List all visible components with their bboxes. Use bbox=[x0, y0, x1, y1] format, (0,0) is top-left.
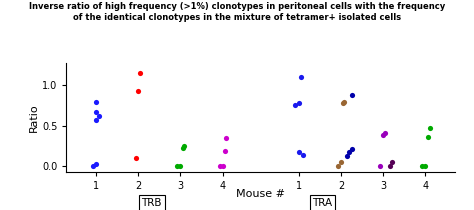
Point bbox=[92, 100, 100, 103]
Point bbox=[137, 72, 144, 75]
Point bbox=[173, 164, 181, 167]
Point bbox=[337, 160, 345, 163]
Point bbox=[348, 93, 356, 97]
Point bbox=[132, 156, 140, 159]
Point bbox=[388, 160, 395, 163]
Point bbox=[299, 154, 307, 157]
Point bbox=[92, 118, 100, 122]
Point bbox=[382, 131, 389, 135]
Point bbox=[424, 135, 431, 139]
Text: TRA: TRA bbox=[312, 198, 332, 208]
Point bbox=[344, 155, 351, 158]
Point bbox=[221, 150, 228, 153]
Point bbox=[216, 164, 224, 167]
Point bbox=[386, 164, 393, 167]
Point bbox=[92, 163, 100, 166]
Point bbox=[135, 89, 142, 93]
Point bbox=[426, 126, 434, 130]
Point bbox=[177, 164, 184, 167]
Text: Mouse #: Mouse # bbox=[236, 189, 285, 199]
Point bbox=[346, 150, 353, 154]
Point bbox=[222, 136, 230, 139]
Point bbox=[334, 164, 341, 167]
Point bbox=[376, 164, 383, 167]
Point bbox=[96, 114, 103, 118]
Y-axis label: Ratio: Ratio bbox=[29, 103, 39, 132]
Text: TRB: TRB bbox=[141, 198, 162, 208]
Point bbox=[179, 146, 186, 150]
Point bbox=[422, 164, 429, 167]
Point bbox=[339, 101, 347, 105]
Point bbox=[89, 164, 96, 167]
Text: Inverse ratio of high frequency (>1%) clonotypes in peritoneal cells with the fr: Inverse ratio of high frequency (>1%) cl… bbox=[29, 2, 445, 21]
Point bbox=[379, 134, 387, 137]
Point bbox=[295, 150, 302, 154]
Point bbox=[348, 147, 356, 151]
Point bbox=[219, 164, 227, 167]
Point bbox=[297, 76, 305, 79]
Point bbox=[340, 100, 348, 103]
Point bbox=[292, 103, 299, 106]
Point bbox=[295, 101, 302, 105]
Point bbox=[92, 110, 100, 114]
Point bbox=[418, 164, 426, 167]
Point bbox=[180, 144, 188, 147]
